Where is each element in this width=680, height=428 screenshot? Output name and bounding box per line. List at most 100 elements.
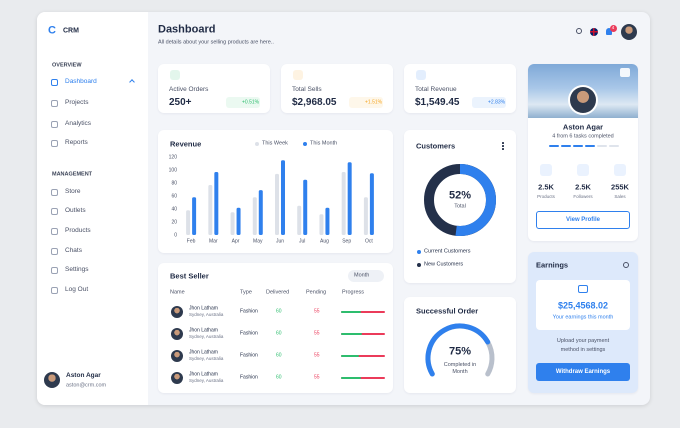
nav-item[interactable]: Log Out [65, 285, 89, 293]
avatar [44, 372, 60, 388]
donut-arc [455, 164, 496, 236]
change-pill [226, 97, 260, 108]
stat-card [404, 64, 516, 113]
order-gauge [425, 323, 495, 377]
gauge-value: 75% [448, 345, 472, 358]
stat-icon [293, 70, 303, 80]
progress-track [341, 377, 385, 379]
stat-label: Total Revenue [415, 85, 457, 93]
nav-item[interactable]: Settings [65, 265, 89, 273]
nav-item[interactable]: Projects [65, 98, 89, 106]
stat-icon [416, 70, 426, 80]
filter-dropdown[interactable] [348, 270, 384, 282]
progress-bar [341, 333, 363, 335]
column-header: Pending [306, 289, 327, 296]
nav-item[interactable]: Analytics [65, 119, 92, 127]
card-title: Best Seller [170, 271, 209, 281]
column-header: Delivered [266, 289, 290, 296]
profile-stat-icon [614, 164, 626, 176]
seller-type: Fashion [240, 374, 258, 381]
earnings-note: Upload your payment method in settings [556, 338, 610, 353]
user-email: aston@crm.com [66, 382, 107, 389]
view-profile-button[interactable] [536, 211, 630, 229]
nav-icon [51, 247, 58, 255]
legend-label: This Week [262, 140, 288, 147]
task-segment [609, 145, 619, 147]
avatar [570, 87, 596, 113]
card-title: Successful Order [416, 306, 479, 316]
nav-icon [51, 266, 58, 274]
nav-icon [51, 99, 58, 107]
legend-dot [255, 142, 259, 146]
profile-stat-label: Followers [573, 193, 593, 199]
profile-name: Aston Agar [562, 122, 604, 132]
task-segment [549, 145, 559, 147]
badge [609, 24, 617, 32]
seller-type: Fashion [240, 330, 258, 337]
nav-item[interactable]: Products [65, 226, 91, 234]
delivered: 60 [276, 330, 282, 337]
stat-label: Active Orders [169, 85, 209, 93]
stat-value: 250+ [169, 97, 192, 108]
revenue-card [158, 130, 393, 253]
stat-card [281, 64, 393, 113]
profile-stat-value: 2.5K [575, 182, 591, 192]
stat-change: +0.51% [242, 99, 260, 105]
filter-label: Month [354, 272, 370, 279]
profile-stat-value: 255K [611, 182, 629, 192]
task-segment [573, 145, 583, 147]
column-header: Type [240, 289, 252, 296]
app: C CRM OVERVIEW Dashboard Projects Analytics Re… [37, 12, 650, 405]
nav-item[interactable]: Store [65, 187, 81, 195]
user-name: Aston Agar [66, 371, 101, 379]
page-subtitle: All details about your selling products … [158, 39, 274, 46]
successful-order-card [404, 297, 516, 393]
legend-label: Current Customers [424, 248, 471, 255]
button-label[interactable]: View Profile [566, 217, 600, 223]
avatar [171, 328, 183, 340]
stat-card [158, 64, 270, 113]
progress-track [341, 333, 385, 335]
nav-item[interactable]: Reports [65, 138, 88, 146]
legend-dot [303, 142, 307, 146]
pending: 55 [314, 352, 320, 359]
sidebar [37, 12, 148, 405]
nav-item[interactable]: Dashboard [65, 77, 97, 85]
earnings-box [536, 280, 630, 330]
bell-icon [606, 28, 612, 35]
customers-donut [424, 164, 496, 236]
progress-bar [341, 355, 359, 357]
stat-icon [170, 70, 180, 80]
progress-track [341, 311, 385, 313]
button-label[interactable]: Withdraw Earnings [555, 369, 611, 375]
menu-dot [502, 145, 504, 147]
profile-tasks: 4 from 6 tasks completed [552, 133, 614, 140]
task-segment [585, 145, 595, 147]
info-icon [623, 262, 629, 268]
edit-button[interactable] [620, 68, 630, 77]
profile-stat-value: 2.5K [538, 182, 554, 192]
column-header: Progress [342, 289, 365, 296]
profile-stat-label: Sales [614, 193, 626, 199]
legend-dot [417, 263, 421, 267]
wallet-icon [578, 285, 588, 293]
progress-bar [341, 377, 361, 379]
delivered: 60 [276, 374, 282, 381]
section-title: MANAGEMENT [52, 171, 93, 178]
pending: 55 [314, 374, 320, 381]
nav-item[interactable]: Outlets [65, 206, 86, 214]
menu-dot [502, 148, 504, 150]
nav-icon [51, 120, 58, 128]
legend-dot [417, 250, 421, 254]
profile-stat-icon [577, 164, 589, 176]
withdraw-button[interactable] [536, 363, 630, 381]
seller-location: Sydney, Australia [189, 377, 224, 383]
nav-icon [51, 286, 58, 294]
search-icon [576, 28, 582, 34]
badge-count: 4 [611, 24, 615, 30]
seller-location: Sydney, Australia [189, 333, 224, 339]
legend-label: This Month [310, 140, 338, 147]
nav-item[interactable]: Chats [65, 246, 82, 254]
change-pill [472, 97, 506, 108]
